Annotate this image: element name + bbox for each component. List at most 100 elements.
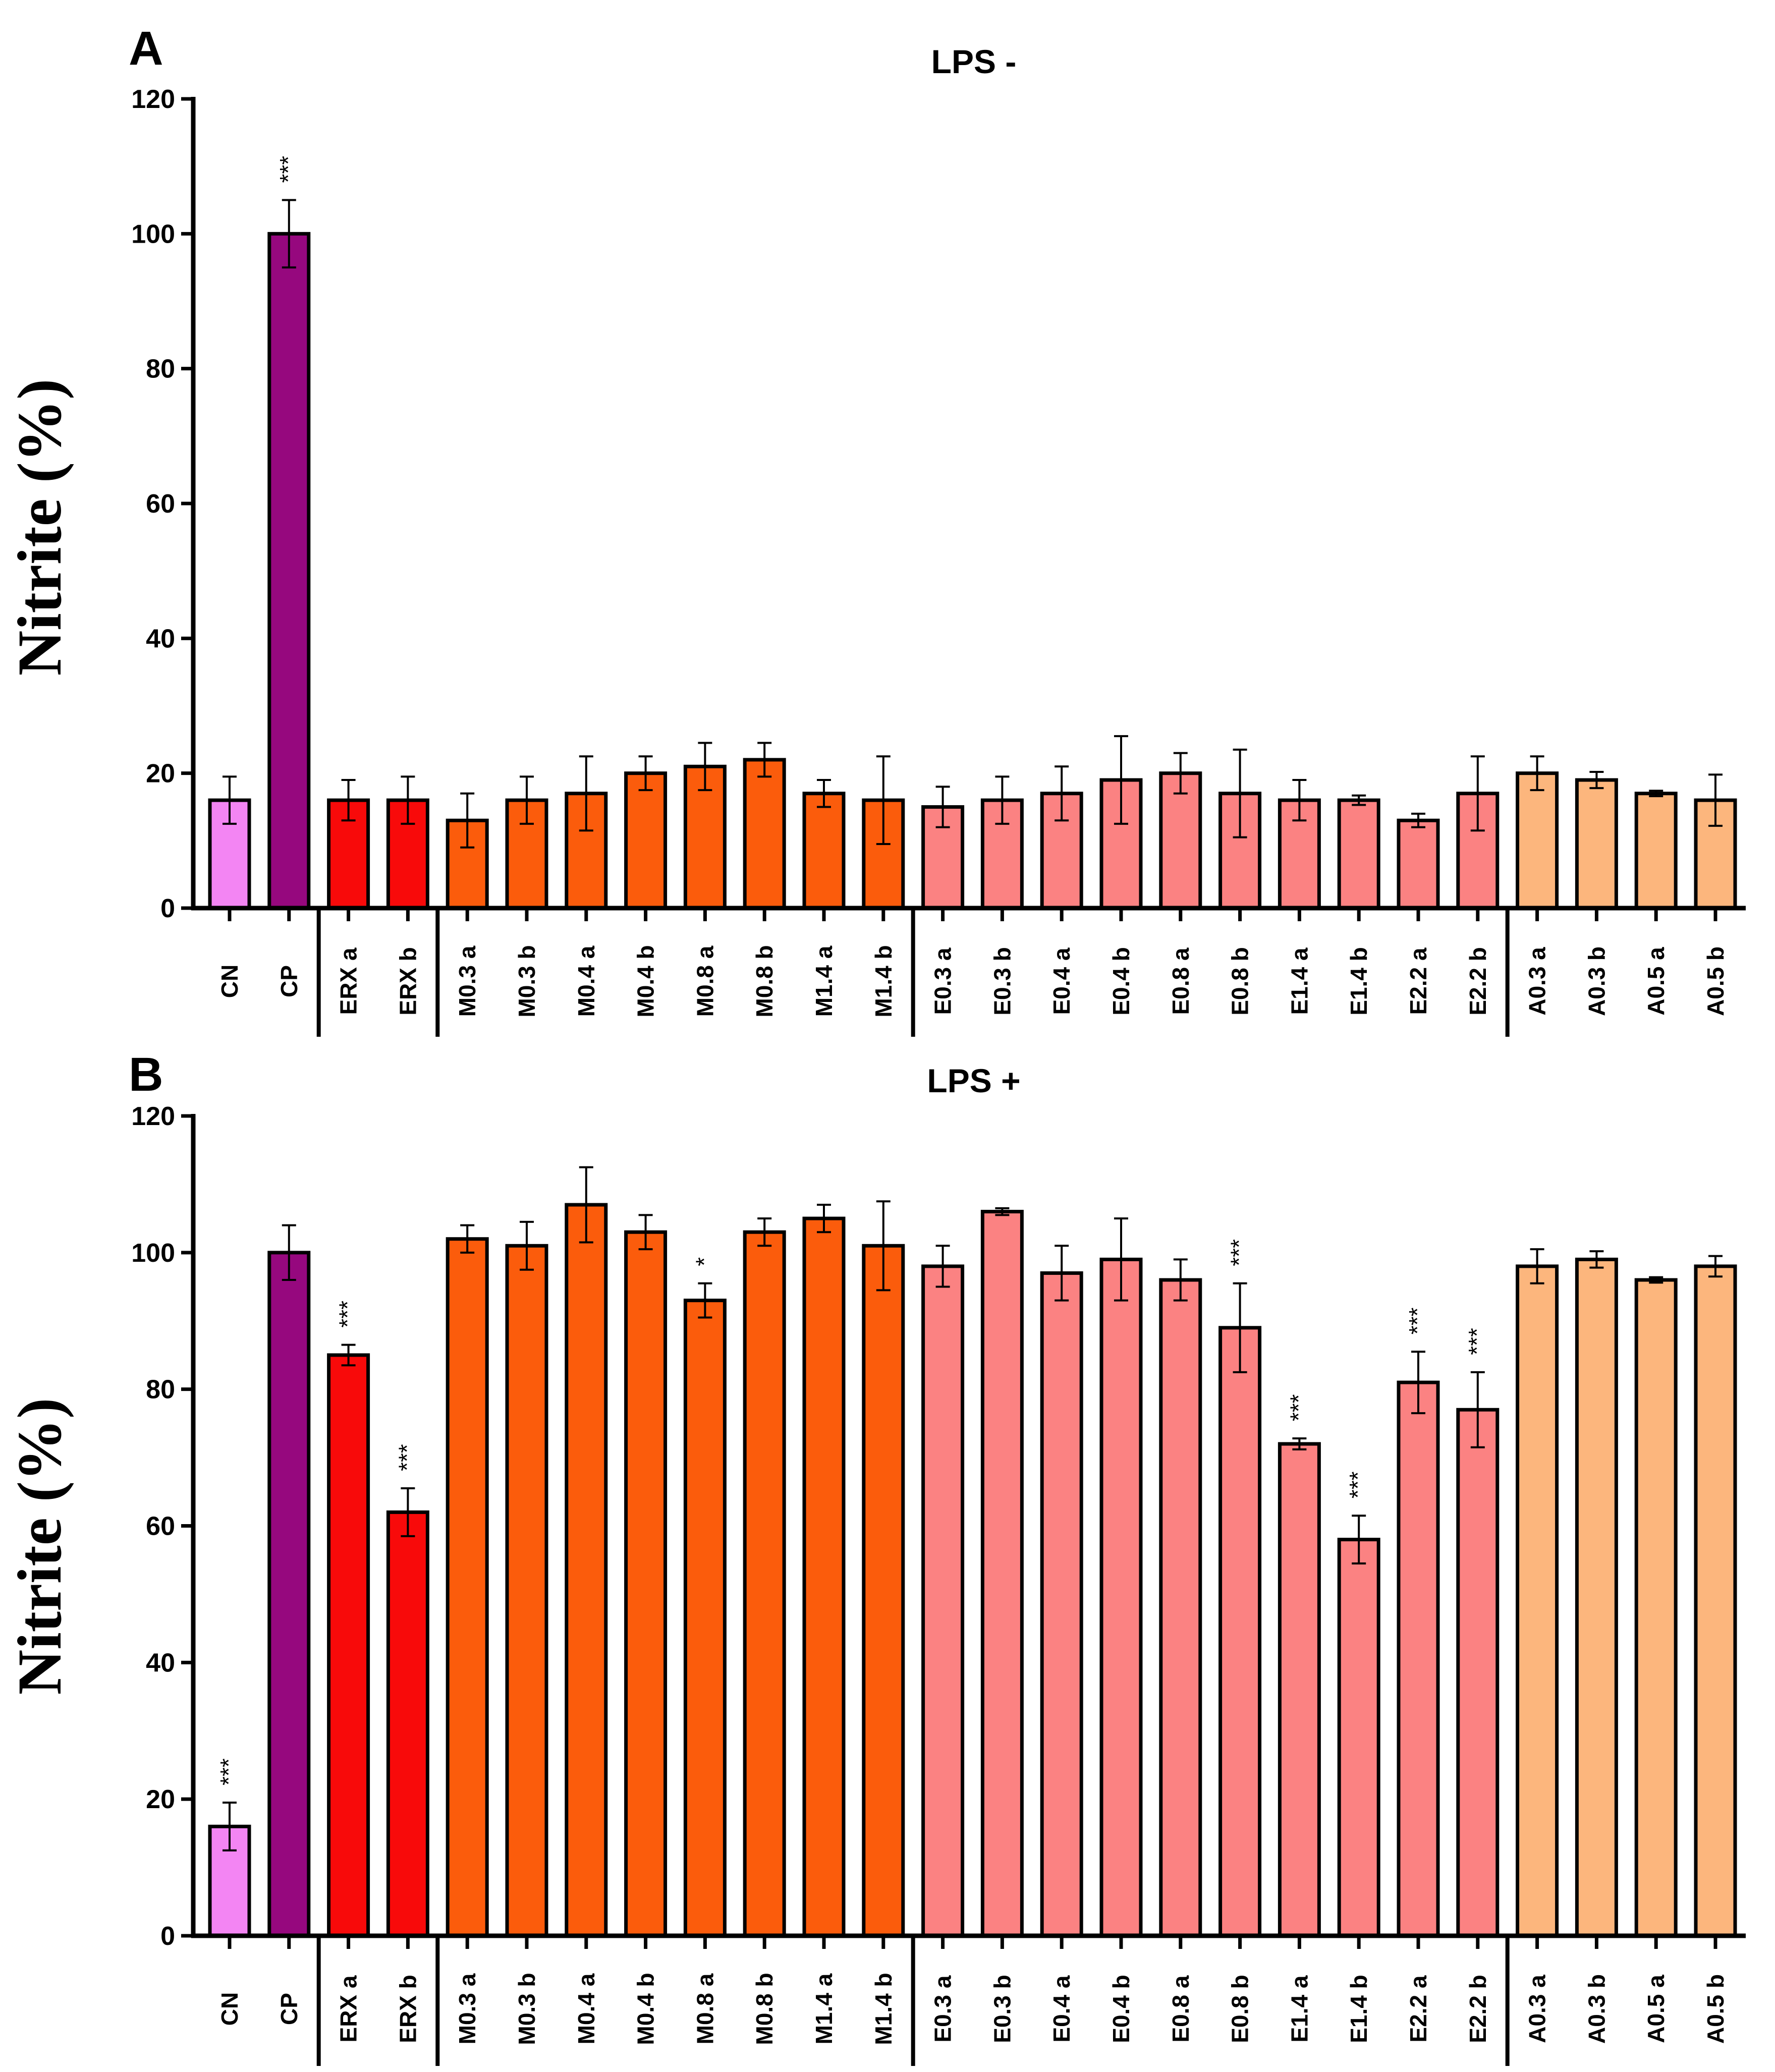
error-bar [223, 775, 237, 825]
error-bar [1055, 765, 1069, 822]
y-tick-label: 120 [131, 85, 175, 114]
error-bar [460, 1224, 475, 1254]
error-bar [1233, 748, 1247, 838]
bar-m0-3-b [505, 1244, 548, 1938]
error-bar [638, 755, 653, 792]
error-bar [520, 775, 534, 825]
panel-b-letter: B [129, 1048, 163, 1101]
x-category-label: ERX b [395, 947, 421, 1015]
x-category-label: M1.4 b [870, 1973, 897, 2045]
x-category-label: E0.3 a [930, 1975, 956, 2042]
error-bar [282, 1224, 296, 1281]
error-bar [223, 1801, 237, 1852]
x-category-label: M0.8 a [692, 945, 718, 1017]
error-bar [1530, 1248, 1544, 1284]
x-category-label: E1.4 a [1286, 947, 1312, 1015]
error-bar [876, 1200, 891, 1292]
y-tick-label: 0 [160, 1922, 175, 1951]
bar-e0-3-a [921, 1264, 965, 1938]
error-bar [1411, 812, 1425, 828]
error-bar [1530, 755, 1544, 792]
x-category-label: E0.4 a [1048, 1975, 1075, 2042]
bar-erx-a [327, 1353, 370, 1938]
panel-a-bars [208, 232, 1737, 910]
bar-e2-2-a [1397, 818, 1440, 910]
bar-m0-8-b [743, 1230, 786, 1938]
x-category-label: E0.3 b [989, 1975, 1015, 2043]
panel-b-title: LPS + [927, 1062, 1020, 1099]
y-tick-label: 40 [146, 1648, 175, 1677]
bar-e0-8-a [1159, 1278, 1202, 1938]
x-category-label: CN [216, 965, 243, 998]
y-tick-label: 40 [146, 624, 175, 653]
bar-e1-4-b [1337, 798, 1380, 910]
bar-a0-5-a [1634, 1278, 1678, 1938]
x-category-label: E0.8 b [1227, 947, 1253, 1016]
significance-mark: *** [1285, 1394, 1311, 1421]
x-category-label: M1.4 a [811, 945, 837, 1017]
error-bar [1649, 790, 1663, 798]
x-category-label: ERX a [336, 1975, 362, 2042]
y-tick-label: 80 [146, 1375, 175, 1405]
x-category-label: A0.5 b [1702, 946, 1729, 1016]
bar-e0-4-a [1040, 1271, 1083, 1938]
significance-mark: *** [1464, 1328, 1490, 1355]
x-category-label: E2.2 b [1465, 947, 1491, 1016]
x-category-label: E0.4 a [1048, 947, 1075, 1015]
bar-m1-4-a [802, 792, 846, 910]
x-category-label: A0.3 a [1524, 947, 1550, 1016]
bar-a0-3-b [1575, 1257, 1618, 1938]
bar-m1-4-a [802, 1216, 846, 1938]
error-bar [757, 742, 772, 778]
error-bar [995, 1207, 1010, 1216]
x-category-label: M0.3 a [454, 945, 480, 1017]
bar-erx-b [386, 1510, 429, 1938]
significance-mark: *** [1345, 1471, 1371, 1498]
significance-mark: *** [215, 1758, 242, 1785]
bar-e2-2-a [1397, 1380, 1440, 1938]
panel-a-y-axis: 0 20 40 60 80 100 120 [131, 85, 196, 923]
error-bar [1470, 1371, 1485, 1448]
x-category-label: A0.5 a [1643, 1975, 1669, 2043]
error-bar [282, 199, 296, 269]
error-bar [1114, 735, 1128, 825]
significance-mark: *** [1226, 1239, 1252, 1266]
panel-b-error-bars [223, 1166, 1723, 1852]
x-category-label: M0.8 b [751, 945, 778, 1017]
bar-e1-4-b [1337, 1538, 1380, 1938]
bar-m0-8-b [743, 758, 786, 910]
significance-mark: *** [394, 1444, 420, 1471]
bar-e0-3-b [980, 1210, 1024, 1938]
x-category-label: M1.4 b [870, 945, 897, 1017]
error-bar [1352, 794, 1366, 806]
error-bar [1173, 1258, 1188, 1302]
error-bar [1114, 1217, 1128, 1302]
x-category-label: E0.8 a [1168, 947, 1194, 1015]
x-category-label: M0.4 a [573, 945, 599, 1017]
bar-e1-4-a [1278, 1442, 1321, 1938]
error-bar [341, 1343, 356, 1367]
error-bar [1055, 1245, 1069, 1302]
error-bar [401, 1487, 415, 1537]
bar-m0-4-a [565, 1203, 608, 1938]
error-bar [935, 786, 950, 828]
bar-e0-4-b [1099, 1257, 1143, 1938]
x-category-label: E0.4 b [1108, 947, 1134, 1016]
panel-b-significance-marks: ********** *************** [215, 1239, 1490, 1785]
panel-b-x-axis: CN CP ERX a ERX b M0.3 a M0.3 b M0.4 a M0.4 b M0… [191, 1933, 1746, 2066]
error-bar [1292, 1437, 1307, 1450]
panel-a-error-bars [223, 199, 1723, 849]
x-category-label: M0.4 b [633, 945, 659, 1017]
error-bar [876, 755, 891, 846]
panel-a-y-axis-label: Nitrite (%) [5, 379, 74, 676]
x-category-label: M0.4 a [573, 1973, 599, 2044]
x-category-label: M0.8 b [751, 1973, 778, 2045]
y-tick-label: 60 [146, 489, 175, 519]
y-tick-label: 20 [146, 759, 175, 789]
x-category-label: CN [216, 1992, 243, 2026]
error-bar [757, 1217, 772, 1247]
y-tick-label: 80 [146, 355, 175, 384]
x-category-label: E0.3 b [989, 947, 1015, 1016]
error-bar [817, 779, 831, 808]
